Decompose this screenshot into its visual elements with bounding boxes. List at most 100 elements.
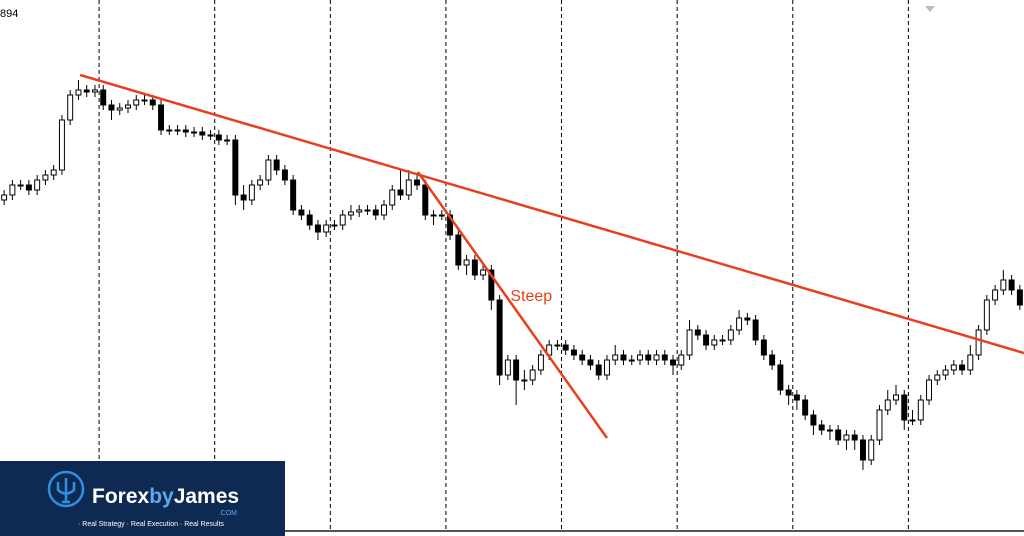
candle-body: [504, 359, 511, 376]
trendline: [79, 73, 1024, 355]
candle-body: [240, 194, 247, 201]
candle-body: [100, 89, 107, 106]
logo-domain: .COM: [219, 510, 237, 517]
candle-body: [191, 131, 198, 134]
candle-body: [438, 214, 445, 217]
shift-marker: [925, 6, 935, 12]
candle-body: [554, 344, 561, 347]
candle-body: [942, 369, 949, 376]
candle-body: [1, 194, 8, 201]
candle-body: [34, 179, 41, 191]
candle-body: [637, 354, 643, 361]
candle-body: [463, 259, 470, 266]
candle-body: [488, 269, 495, 301]
candle-body: [603, 359, 610, 376]
candle-body: [389, 189, 396, 206]
candle-body: [422, 184, 429, 216]
candle-body: [496, 299, 503, 376]
candle-body: [67, 94, 74, 121]
candle-body: [215, 134, 222, 141]
candle-body: [306, 214, 313, 226]
logo-brand-part: Forex: [92, 485, 150, 508]
candle-body: [628, 359, 635, 362]
candle-body: [141, 99, 148, 102]
candle-body: [207, 134, 214, 137]
candle-body: [471, 259, 478, 276]
candle-body: [926, 379, 933, 401]
candle-body: [909, 419, 916, 422]
candle-body: [810, 414, 817, 426]
candle-body: [917, 399, 924, 421]
price-label: 894: [0, 8, 18, 20]
candle-body: [818, 424, 825, 431]
logo-brand: ForexbyJames: [92, 485, 239, 508]
trendline: [416, 171, 608, 439]
candle-body: [290, 179, 297, 211]
candle-body: [727, 329, 734, 341]
candle-body: [793, 394, 800, 401]
candle-body: [785, 389, 792, 396]
candle-body: [480, 269, 487, 276]
candle-body: [678, 354, 685, 366]
candle-body: [694, 329, 701, 336]
candle-body: [802, 399, 809, 416]
candle-body: [967, 354, 974, 371]
candle-body: [356, 209, 363, 213]
candle-body: [826, 429, 833, 432]
candle-body: [42, 174, 49, 181]
candle-body: [859, 439, 866, 461]
candle-body: [133, 99, 140, 106]
candle-body: [298, 209, 305, 216]
candle-body: [199, 131, 206, 136]
candle-body: [339, 214, 346, 226]
candle-body: [331, 224, 338, 227]
candle-body: [364, 209, 371, 212]
candle-body: [430, 214, 437, 217]
candle-body: [257, 179, 264, 186]
candle-body: [174, 129, 181, 132]
candle-body: [513, 359, 520, 381]
candle-body: [405, 179, 412, 196]
candle-body: [447, 214, 454, 236]
candle-body: [529, 369, 536, 381]
candle-body: [645, 354, 652, 361]
candle-body: [884, 399, 891, 411]
candle-body: [934, 374, 941, 381]
candle-body: [414, 179, 421, 186]
candle-body: [736, 317, 743, 331]
annotation: Steep: [510, 288, 552, 305]
candle-body: [760, 339, 767, 356]
candle-body: [653, 354, 660, 361]
candle-body: [9, 184, 16, 196]
candle-body: [1008, 279, 1015, 291]
logo-background: [0, 461, 285, 536]
candle-body: [224, 139, 231, 142]
candle-body: [323, 224, 330, 233]
candle-body: [50, 169, 57, 176]
candle-body: [975, 329, 982, 356]
candle-body: [397, 189, 404, 196]
candle-body: [579, 354, 586, 361]
candle-body: [752, 319, 759, 341]
candle-body: [587, 359, 594, 366]
candle-body: [381, 204, 387, 216]
candle-body: [521, 379, 528, 382]
candle-body: [265, 159, 272, 181]
candle-body: [893, 394, 899, 401]
logo-trident: [56, 478, 76, 504]
candle-body: [75, 89, 82, 96]
logo-brand-part: by: [149, 485, 174, 508]
candle-body: [686, 329, 693, 356]
candle-body: [612, 354, 619, 361]
candle-body: [158, 104, 165, 131]
candle-body: [455, 234, 462, 266]
candle-body: [83, 89, 90, 93]
candle-body: [1016, 289, 1023, 306]
candle-body: [58, 119, 65, 171]
candle-body: [281, 169, 288, 181]
candle-body: [182, 129, 189, 133]
candle-body: [25, 184, 32, 191]
logo-brand-part: James: [174, 485, 239, 508]
candle-body: [166, 129, 173, 132]
